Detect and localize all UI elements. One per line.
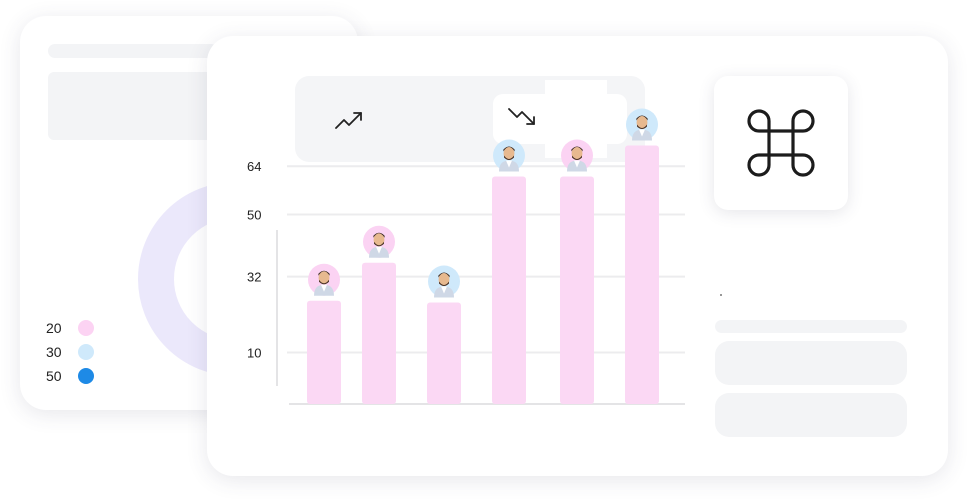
- y-tick-label: 50: [247, 208, 261, 223]
- avatar: [428, 265, 460, 298]
- placeholder-block: [715, 341, 907, 385]
- legend-swatch: [78, 344, 94, 360]
- dashboard-card: 10 32 50 64: [207, 36, 948, 476]
- placeholder-bar: [48, 44, 218, 58]
- legend-swatch: [78, 368, 94, 384]
- command-key-icon: [747, 109, 815, 177]
- avatar: [308, 263, 340, 296]
- bar[interactable]: [427, 302, 461, 404]
- trend-up-button[interactable]: [319, 98, 379, 142]
- placeholder-bar: [715, 320, 907, 333]
- dot-marker: [720, 294, 722, 296]
- trend-toggle: [295, 76, 645, 162]
- y-tick-label: 64: [247, 159, 261, 174]
- legend-item: 20: [46, 318, 94, 338]
- donut-segment: [138, 182, 236, 376]
- command-tile[interactable]: [714, 76, 848, 210]
- avatar: [493, 139, 525, 172]
- bar-chart: 10 32 50 64: [247, 108, 685, 405]
- bar[interactable]: [625, 145, 659, 405]
- legend-label: 50: [46, 368, 62, 384]
- y-tick-label: 32: [247, 270, 261, 285]
- avatar: [626, 108, 658, 141]
- bar[interactable]: [492, 176, 526, 404]
- trend-down-icon: [508, 108, 535, 125]
- bar[interactable]: [560, 176, 594, 404]
- legend-label: 30: [46, 344, 62, 360]
- legend-label: 20: [46, 320, 62, 336]
- legend-swatch: [78, 320, 94, 336]
- avatar: [561, 139, 593, 172]
- legend-item: 30: [46, 342, 94, 362]
- trend-up-icon: [335, 112, 362, 129]
- legend-item: 50: [46, 366, 94, 386]
- bar[interactable]: [307, 300, 341, 404]
- avatar: [363, 225, 395, 258]
- placeholder-block: [715, 393, 907, 437]
- y-tick-label: 10: [247, 346, 261, 361]
- bar[interactable]: [362, 262, 396, 404]
